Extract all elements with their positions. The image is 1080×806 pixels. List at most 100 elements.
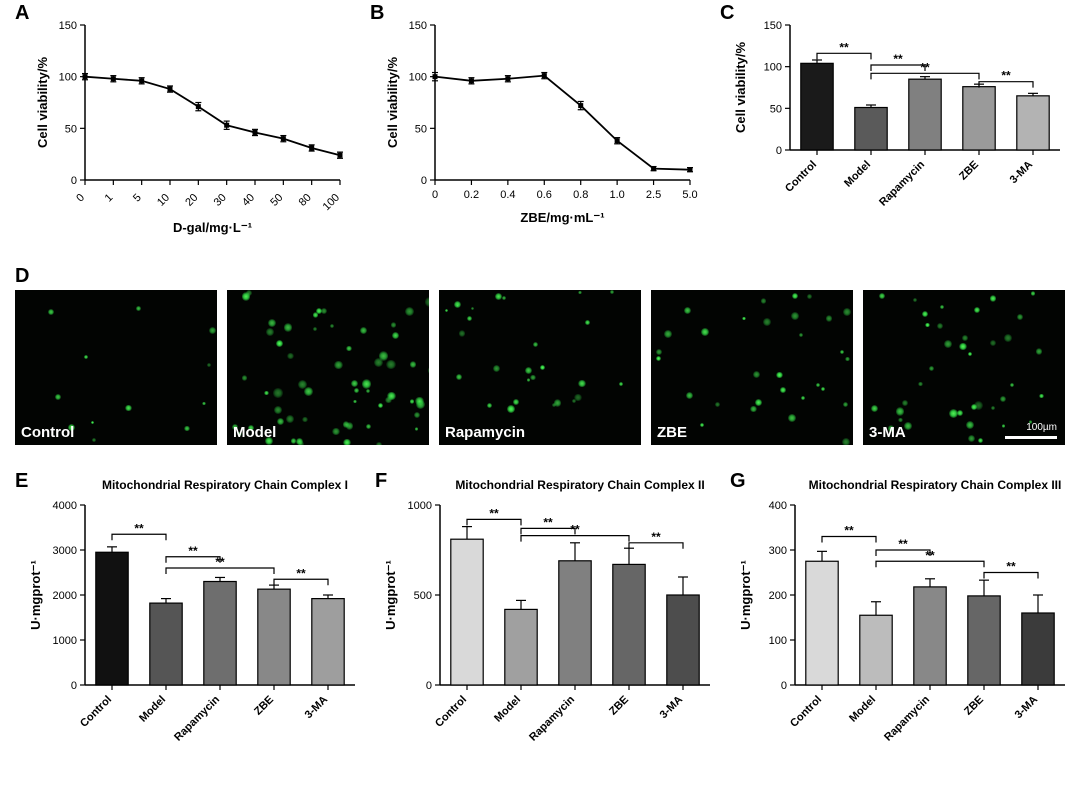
svg-text:100: 100 [321, 192, 342, 213]
svg-text:D-gal/mg·L⁻¹: D-gal/mg·L⁻¹ [173, 220, 252, 235]
svg-text:300: 300 [769, 545, 787, 557]
panel-a: 050100150015102030405080100Cell viabilit… [25, 10, 355, 260]
svg-text:Mitochondrial Respiratory Chai: Mitochondrial Respiratory Chain Complex … [809, 478, 1062, 492]
svg-text:0.4: 0.4 [500, 189, 515, 201]
svg-text:50: 50 [268, 192, 285, 209]
chart-g: Mitochondrial Respiratory Chain Complex … [730, 475, 1075, 795]
micro-label: ZBE [657, 424, 687, 441]
svg-text:10: 10 [155, 192, 172, 209]
svg-text:150: 150 [59, 20, 77, 32]
svg-text:3000: 3000 [53, 545, 77, 557]
panel-b: 05010015000.20.40.60.81.02.55.0Cell viab… [375, 10, 705, 260]
svg-text:**: ** [1001, 69, 1011, 83]
svg-text:Mitochondrial Respiratory Chai: Mitochondrial Respiratory Chain Complex … [455, 478, 704, 492]
scale-text: 100µm [1026, 422, 1057, 433]
panel-g: Mitochondrial Respiratory Chain Complex … [730, 475, 1075, 795]
svg-text:50: 50 [770, 103, 782, 115]
svg-text:Control: Control [433, 694, 469, 730]
svg-text:50: 50 [65, 123, 77, 135]
micro-label: Model [233, 424, 276, 441]
svg-text:100: 100 [409, 72, 427, 84]
micro-label: 3-MA [869, 424, 906, 441]
svg-text:Cell viability/%: Cell viability/% [385, 57, 400, 148]
svg-text:**: ** [844, 524, 854, 538]
svg-text:**: ** [925, 548, 935, 562]
svg-text:100: 100 [59, 72, 77, 84]
svg-text:2000: 2000 [53, 590, 77, 602]
svg-text:2.5: 2.5 [646, 189, 661, 201]
svg-text:0: 0 [426, 680, 432, 692]
svg-text:40: 40 [240, 192, 257, 209]
panel-f: Mitochondrial Respiratory Chain Complex … [375, 475, 720, 795]
svg-text:0: 0 [74, 192, 87, 205]
svg-text:3-MA: 3-MA [658, 694, 686, 722]
svg-text:Rapamycin: Rapamycin [882, 693, 932, 743]
svg-text:0: 0 [432, 189, 438, 201]
svg-text:ZBE/mg·mL⁻¹: ZBE/mg·mL⁻¹ [520, 210, 604, 225]
svg-text:ZBE: ZBE [957, 159, 981, 183]
svg-text:Rapamycin: Rapamycin [877, 158, 927, 208]
panel-c: 050100150Cell viability/%ControlModelRap… [725, 10, 1070, 260]
svg-text:**: ** [570, 523, 580, 537]
svg-text:**: ** [839, 40, 849, 54]
svg-text:Rapamycin: Rapamycin [527, 693, 577, 743]
svg-text:1.0: 1.0 [609, 189, 624, 201]
svg-text:Control: Control [783, 159, 819, 195]
svg-text:400: 400 [769, 500, 787, 512]
svg-text:**: ** [1006, 560, 1016, 574]
svg-text:Mitochondrial Respiratory Chai: Mitochondrial Respiratory Chain Complex … [102, 478, 348, 492]
svg-text:Control: Control [78, 694, 114, 730]
svg-text:Cell viability/%: Cell viability/% [733, 42, 748, 133]
panel-letter-d: D [15, 265, 29, 288]
micro-label: Rapamycin [445, 424, 525, 441]
svg-text:Control: Control [788, 694, 824, 730]
svg-text:5.0: 5.0 [682, 189, 697, 201]
micro-3-ma: 3-MA 100µm [863, 290, 1065, 445]
svg-text:**: ** [898, 537, 908, 551]
svg-text:**: ** [543, 515, 553, 529]
svg-text:1000: 1000 [408, 500, 432, 512]
svg-text:20: 20 [183, 192, 200, 209]
svg-text:100: 100 [764, 62, 782, 74]
micro-rapamycin: Rapamycin [439, 290, 641, 445]
svg-text:**: ** [920, 60, 930, 74]
scale-bar [1005, 436, 1057, 439]
svg-text:50: 50 [415, 123, 427, 135]
svg-text:U·mgprot⁻¹: U·mgprot⁻¹ [383, 560, 398, 630]
svg-text:0: 0 [776, 145, 782, 157]
svg-text:ZBE: ZBE [252, 694, 276, 718]
svg-text:**: ** [134, 521, 144, 535]
chart-f: Mitochondrial Respiratory Chain Complex … [375, 475, 720, 795]
chart-c: 050100150Cell viability/%ControlModelRap… [725, 10, 1070, 260]
svg-text:200: 200 [769, 590, 787, 602]
svg-text:100: 100 [769, 635, 787, 647]
svg-text:4000: 4000 [53, 500, 77, 512]
micro-control: Control [15, 290, 217, 445]
svg-text:150: 150 [409, 20, 427, 32]
svg-text:U·mgprot⁻¹: U·mgprot⁻¹ [738, 560, 753, 630]
svg-text:0.8: 0.8 [573, 189, 588, 201]
chart-b: 05010015000.20.40.60.81.02.55.0Cell viab… [375, 10, 705, 260]
svg-text:Cell viability/%: Cell viability/% [35, 57, 50, 148]
svg-text:**: ** [489, 506, 499, 520]
svg-text:Model: Model [137, 694, 168, 725]
svg-text:0.2: 0.2 [464, 189, 479, 201]
micro-zbe: ZBE [651, 290, 853, 445]
chart-a: 050100150015102030405080100Cell viabilit… [25, 10, 355, 260]
svg-text:3-MA: 3-MA [1013, 694, 1041, 722]
svg-text:U·mgprot⁻¹: U·mgprot⁻¹ [28, 560, 43, 630]
svg-text:30: 30 [212, 192, 229, 209]
svg-text:ZBE: ZBE [607, 694, 631, 718]
svg-text:**: ** [651, 530, 661, 544]
svg-text:**: ** [188, 544, 198, 558]
svg-text:0.6: 0.6 [537, 189, 552, 201]
svg-text:**: ** [893, 52, 903, 66]
figure: A B C D E F G 05010015001510203040508010… [0, 0, 1080, 806]
svg-text:0: 0 [71, 175, 77, 187]
svg-text:Model: Model [492, 694, 523, 725]
svg-text:3-MA: 3-MA [1008, 159, 1036, 187]
panel-d-row: Control Model Rapamycin ZBE 3-MA 100µm [15, 290, 1065, 445]
svg-text:0: 0 [71, 680, 77, 692]
svg-text:**: ** [215, 555, 225, 569]
svg-text:1: 1 [103, 192, 116, 205]
